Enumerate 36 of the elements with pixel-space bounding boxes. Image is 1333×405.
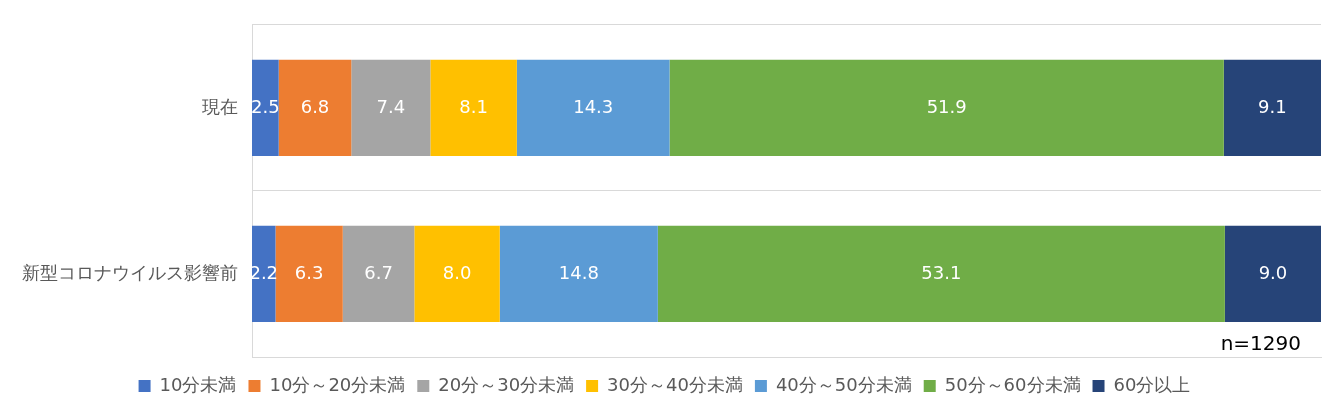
data-label: 14.8	[558, 261, 599, 283]
data-label: 6.7	[364, 261, 393, 283]
data-label: 51.9	[926, 95, 967, 117]
bar	[669, 59, 1224, 157]
data-label: 7.4	[376, 95, 406, 117]
bar	[342, 225, 415, 323]
data-label: 6.3	[294, 261, 324, 283]
data-label: 14.3	[573, 95, 614, 117]
bar	[1224, 225, 1321, 323]
legend-label: 60分以上	[1113, 373, 1191, 395]
bar	[414, 225, 500, 323]
annotation: n=1290	[1220, 331, 1301, 356]
bar	[1223, 59, 1321, 157]
legend-label: 50分～60分未満	[944, 373, 1081, 395]
bar	[278, 59, 352, 157]
y-tick-label: 新型コロナウイルス影響前	[22, 261, 238, 283]
bar	[430, 59, 517, 157]
data-label: 53.1	[921, 261, 962, 283]
bar	[657, 225, 1225, 323]
legend-label: 20分～30分未満	[438, 373, 575, 395]
data-label: 9.0	[1258, 261, 1288, 283]
legend-label: 10分～20分未満	[269, 373, 406, 395]
legend-label: 30分～40分未満	[607, 373, 743, 395]
y-tick-label: 現在	[202, 95, 238, 117]
data-label: 8.0	[442, 261, 472, 283]
bar	[275, 225, 343, 323]
bar	[499, 225, 658, 323]
legend-label: 40分～50分未満	[775, 373, 912, 395]
data-label: 2.5	[251, 95, 280, 117]
data-label: 9.1	[1258, 95, 1287, 117]
data-label: 6.8	[300, 95, 330, 117]
data-label: 8.1	[459, 95, 488, 117]
bar	[252, 59, 279, 157]
bar	[516, 59, 670, 157]
bar	[351, 59, 431, 157]
legend-label: 10分未満	[159, 373, 237, 395]
